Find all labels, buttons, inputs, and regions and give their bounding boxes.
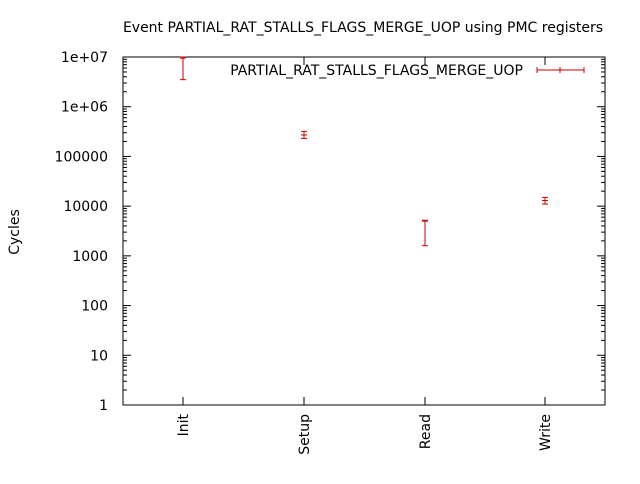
legend: PARTIAL_RAT_STALLS_FLAGS_MERGE_UOP: [230, 63, 585, 79]
y-tick-label: 1e+07: [61, 50, 108, 66]
x-tick-label-setup: Setup: [297, 414, 313, 455]
y-axis-label: Cycles: [7, 209, 23, 255]
plot-frame: [122, 56, 606, 406]
y-tick-label: 100: [81, 299, 108, 315]
x-tick-label-init: Init: [176, 413, 192, 436]
y-tick-label: 1: [99, 398, 108, 414]
y-tick-label: 1000: [72, 249, 108, 265]
y-tick-label: 1e+06: [61, 100, 108, 116]
chart-title: Event PARTIAL_RAT_STALLS_FLAGS_MERGE_UOP…: [123, 20, 603, 36]
y-tick-label: 100000: [55, 149, 108, 165]
x-tick-label-read: Read: [418, 414, 434, 449]
x-tick-label-write: Write: [538, 414, 554, 451]
error-bar-init: [180, 56, 186, 81]
error-bar-read: [422, 219, 428, 247]
y-tick-label: 10: [90, 348, 108, 364]
legend-label: PARTIAL_RAT_STALLS_FLAGS_MERGE_UOP: [230, 63, 523, 79]
error-bar-write: [542, 196, 548, 205]
error-bar-setup: [301, 130, 307, 139]
y-tick-label: 10000: [63, 199, 108, 215]
plot-layer: 1 10 100 1000 10000 100000 1e+06 1e+07 Init Setup…: [55, 50, 606, 455]
